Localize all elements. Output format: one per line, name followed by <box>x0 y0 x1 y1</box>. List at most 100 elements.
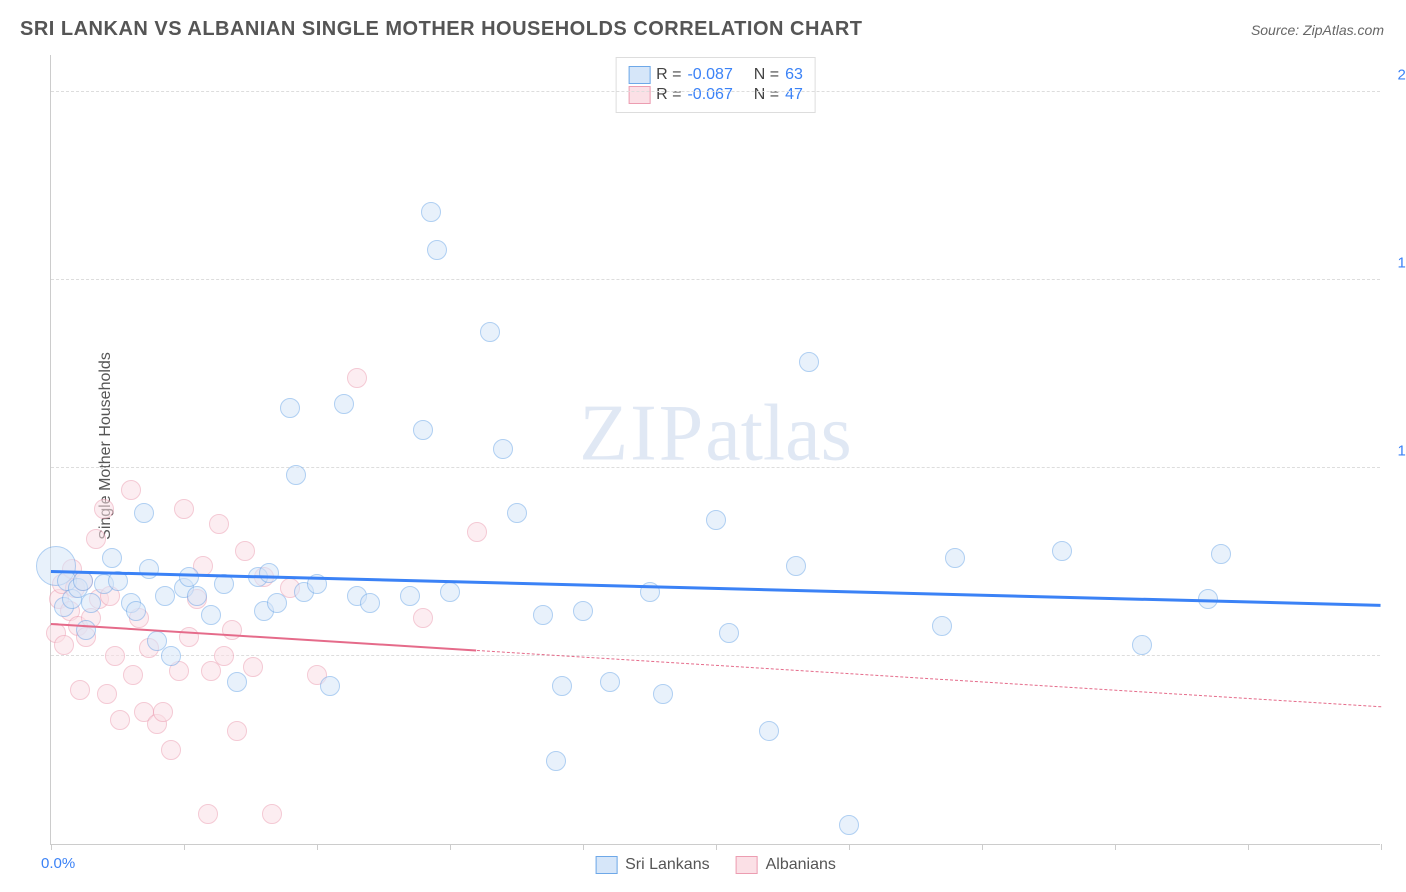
scatter-point-albanians <box>94 499 114 519</box>
gridline <box>51 91 1380 92</box>
scatter-point-sri_lankans <box>267 593 287 613</box>
scatter-point-sri_lankans <box>286 465 306 485</box>
scatter-point-sri_lankans <box>799 352 819 372</box>
scatter-point-albanians <box>161 740 181 760</box>
scatter-point-albanians <box>413 608 433 628</box>
scatter-point-sri_lankans <box>546 751 566 771</box>
gridline <box>51 467 1380 468</box>
scatter-point-sri_lankans <box>76 620 96 640</box>
scatter-point-albanians <box>467 522 487 542</box>
scatter-point-sri_lankans <box>81 593 101 613</box>
scatter-point-sri_lankans <box>1052 541 1072 561</box>
scatter-point-albanians <box>153 702 173 722</box>
swatch-albanians-bottom <box>736 856 758 874</box>
scatter-point-sri_lankans <box>440 582 460 602</box>
scatter-point-albanians <box>110 710 130 730</box>
scatter-point-sri_lankans <box>126 601 146 621</box>
x-tick <box>1381 844 1382 850</box>
scatter-point-sri_lankans <box>552 676 572 696</box>
scatter-point-sri_lankans <box>400 586 420 606</box>
x-tick <box>184 844 185 850</box>
scatter-point-sri_lankans <box>320 676 340 696</box>
correlation-legend: R = -0.087 N = 63 R = -0.067 N = 47 <box>615 57 816 113</box>
n-value-1: 47 <box>785 86 803 104</box>
y-tick-label: 20.0% <box>1397 66 1406 83</box>
scatter-point-sri_lankans <box>839 815 859 835</box>
legend-row-albanians: R = -0.067 N = 47 <box>628 86 803 104</box>
scatter-point-sri_lankans <box>600 672 620 692</box>
scatter-point-sri_lankans <box>139 559 159 579</box>
scatter-point-albanians <box>70 680 90 700</box>
n-value-0: 63 <box>785 66 803 84</box>
scatter-point-albanians <box>198 804 218 824</box>
scatter-point-sri_lankans <box>155 586 175 606</box>
chart-container: SRI LANKAN VS ALBANIAN SINGLE MOTHER HOU… <box>0 0 1406 892</box>
swatch-sri-lankans <box>628 66 650 84</box>
scatter-point-sri_lankans <box>573 601 593 621</box>
y-tick-label: 10.0% <box>1397 442 1406 459</box>
scatter-point-albanians <box>235 541 255 561</box>
scatter-point-sri_lankans <box>421 202 441 222</box>
scatter-point-sri_lankans <box>653 684 673 704</box>
scatter-point-albanians <box>347 368 367 388</box>
x-tick <box>1248 844 1249 850</box>
x-tick <box>716 844 717 850</box>
watermark: ZIPatlas <box>579 388 852 479</box>
plot-area: ZIPatlas R = -0.087 N = 63 R = -0.067 N … <box>50 55 1380 845</box>
scatter-point-albanians <box>121 480 141 500</box>
scatter-point-sri_lankans <box>179 567 199 587</box>
x-tick <box>51 844 52 850</box>
scatter-point-sri_lankans <box>102 548 122 568</box>
scatter-point-albanians <box>105 646 125 666</box>
scatter-point-sri_lankans <box>759 721 779 741</box>
gridline <box>51 279 1380 280</box>
r-label-0: R = <box>656 66 681 84</box>
scatter-point-sri_lankans <box>413 420 433 440</box>
source-prefix: Source: <box>1251 22 1303 38</box>
watermark-left: ZIP <box>579 389 705 477</box>
x-tick <box>317 844 318 850</box>
r-value-1: -0.067 <box>687 86 732 104</box>
scatter-point-sri_lankans <box>161 646 181 666</box>
legend-item-sri-lankans: Sri Lankans <box>595 856 710 874</box>
scatter-point-sri_lankans <box>360 593 380 613</box>
x-tick <box>849 844 850 850</box>
scatter-point-sri_lankans <box>493 439 513 459</box>
scatter-point-albanians <box>174 499 194 519</box>
x-tick <box>982 844 983 850</box>
legend-item-albanians: Albanians <box>736 856 836 874</box>
scatter-point-albanians <box>227 721 247 741</box>
scatter-point-sri_lankans <box>932 616 952 636</box>
scatter-point-albanians <box>214 646 234 666</box>
source-name: ZipAtlas.com <box>1303 22 1384 38</box>
x-tick <box>583 844 584 850</box>
scatter-point-sri_lankans <box>480 322 500 342</box>
scatter-point-sri_lankans <box>134 503 154 523</box>
scatter-point-albanians <box>123 665 143 685</box>
gridline <box>51 655 1380 656</box>
scatter-point-sri_lankans <box>533 605 553 625</box>
legend-label-sri-lankans: Sri Lankans <box>625 856 710 874</box>
scatter-point-sri_lankans <box>187 586 207 606</box>
scatter-point-sri_lankans <box>1211 544 1231 564</box>
scatter-point-albanians <box>86 529 106 549</box>
scatter-point-sri_lankans <box>945 548 965 568</box>
scatter-point-albanians <box>179 627 199 647</box>
scatter-point-sri_lankans <box>507 503 527 523</box>
chart-title: SRI LANKAN VS ALBANIAN SINGLE MOTHER HOU… <box>20 18 863 41</box>
scatter-point-sri_lankans <box>201 605 221 625</box>
scatter-point-sri_lankans <box>259 563 279 583</box>
scatter-point-sri_lankans <box>427 240 447 260</box>
scatter-point-sri_lankans <box>786 556 806 576</box>
watermark-right: atlas <box>705 389 852 477</box>
scatter-point-sri_lankans <box>227 672 247 692</box>
scatter-point-albanians <box>243 657 263 677</box>
x-tick <box>1115 844 1116 850</box>
x-tick-min: 0.0% <box>41 855 75 872</box>
scatter-point-sri_lankans <box>1132 635 1152 655</box>
swatch-albanians <box>628 86 650 104</box>
scatter-point-sri_lankans <box>706 510 726 530</box>
legend-label-albanians: Albanians <box>766 856 836 874</box>
source-citation: Source: ZipAtlas.com <box>1251 22 1384 38</box>
scatter-point-albanians <box>209 514 229 534</box>
